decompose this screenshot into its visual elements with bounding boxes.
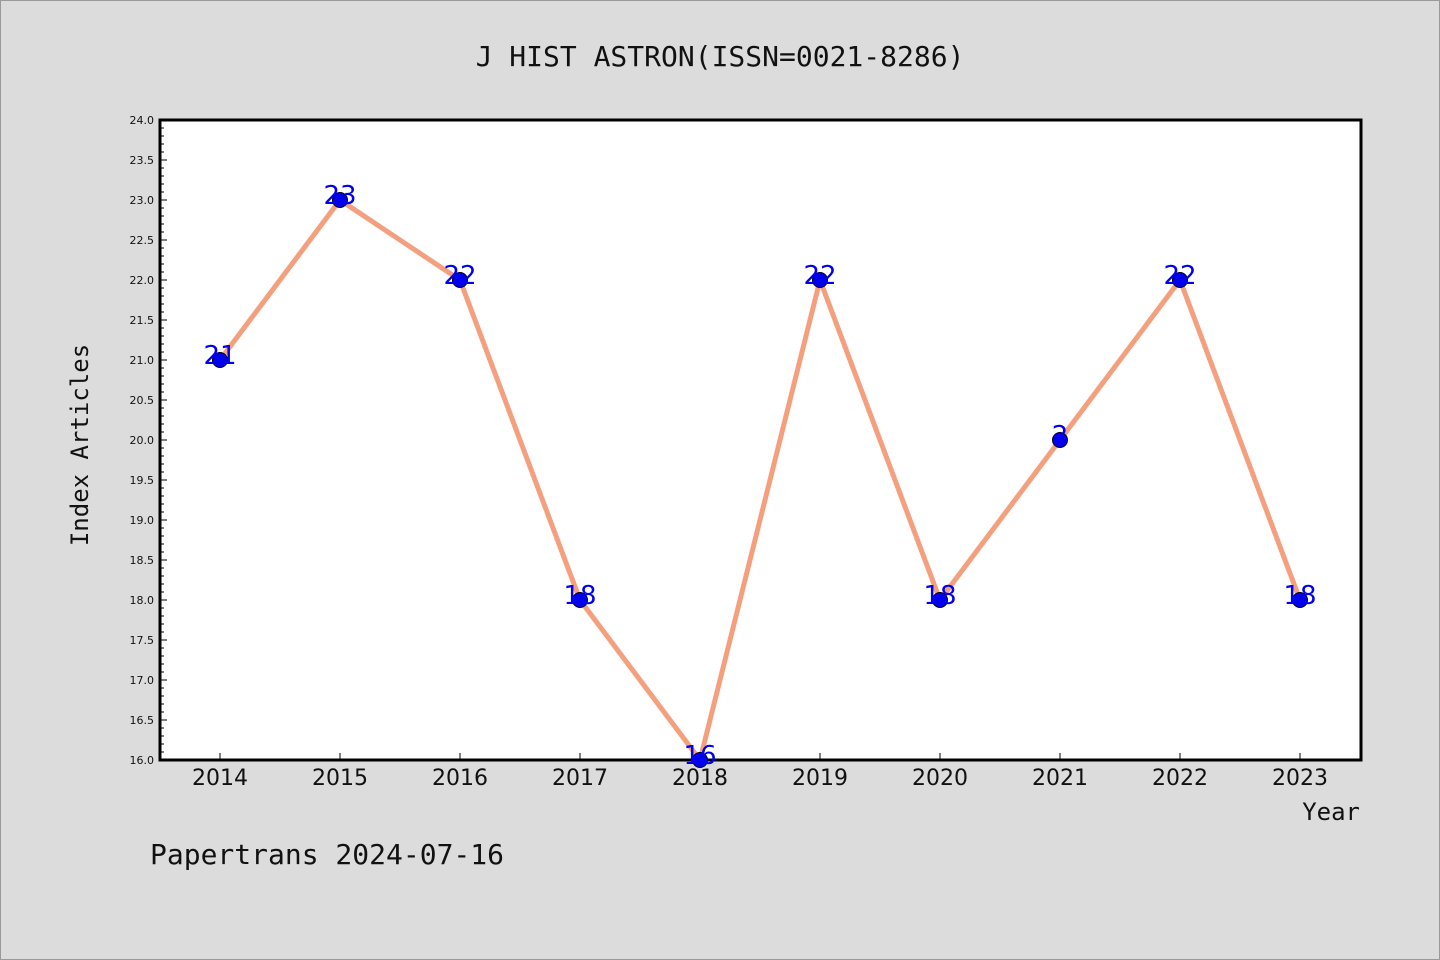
data-point bbox=[1292, 592, 1308, 608]
y-axis: 16.0 16.5 17.0 17.5 18.0 18.5 19.0 19.5 20.0 20.5… bbox=[130, 114, 167, 767]
y-tick-label: 21.5 bbox=[130, 314, 155, 327]
y-tick-label: 18.5 bbox=[130, 554, 155, 567]
data-label: 22 bbox=[443, 261, 476, 291]
y-tick-label: 18.0 bbox=[130, 594, 155, 607]
data-point bbox=[212, 352, 228, 368]
y-tick-label: 20.5 bbox=[130, 394, 155, 407]
series-line bbox=[218, 197, 1303, 763]
x-tick-label: 2018 bbox=[672, 766, 728, 791]
footer-credit: Papertrans 2024-07-16 bbox=[150, 838, 504, 871]
x-axis-label: Year bbox=[1302, 798, 1360, 826]
chart-title: J HIST ASTRON(ISSN=0021-8286) bbox=[476, 40, 965, 73]
y-tick-label: 24.0 bbox=[130, 114, 155, 127]
data-point bbox=[332, 192, 348, 208]
data-point bbox=[812, 272, 828, 288]
data-label: 18 bbox=[1283, 581, 1316, 611]
data-point bbox=[692, 752, 708, 768]
data-point bbox=[572, 592, 588, 608]
y-tick-label: 17.5 bbox=[130, 634, 155, 647]
y-tick-label: 17.0 bbox=[130, 674, 155, 687]
x-tick-label: 2023 bbox=[1272, 766, 1328, 791]
y-tick-label: 23.0 bbox=[130, 194, 155, 207]
y-tick-label: 20.0 bbox=[130, 434, 155, 447]
data-label: 22 bbox=[803, 261, 836, 291]
x-axis: 2014 2015 2016 2017 2018 2019 2020 2021 2022 2023 bbox=[192, 753, 1328, 791]
x-tick-label: 2019 bbox=[792, 766, 848, 791]
data-label: 18 bbox=[563, 581, 596, 611]
data-point bbox=[1172, 272, 1188, 288]
x-tick-label: 2020 bbox=[912, 766, 968, 791]
y-axis-label: Index Articles bbox=[66, 344, 94, 546]
y-tick-label: 23.5 bbox=[130, 154, 155, 167]
y-tick-label: 16.0 bbox=[130, 754, 155, 767]
data-label: 18 bbox=[923, 581, 956, 611]
markers-group bbox=[212, 192, 1308, 768]
y-tick-label: 21.0 bbox=[130, 354, 155, 367]
data-label: 16 bbox=[683, 741, 716, 771]
x-tick-label: 2022 bbox=[1152, 766, 1208, 791]
data-label: 2 bbox=[1052, 421, 1069, 451]
y-tick-label: 19.5 bbox=[130, 474, 155, 487]
data-point bbox=[452, 272, 468, 288]
y-tick-label: 19.0 bbox=[130, 514, 155, 527]
y-tick-label: 22.5 bbox=[130, 234, 155, 247]
plot-area bbox=[158, 118, 1363, 762]
y-tick-label: 16.5 bbox=[130, 714, 155, 727]
x-tick-label: 2017 bbox=[552, 766, 608, 791]
y-tick-label: 22.0 bbox=[130, 274, 155, 287]
data-label: 23 bbox=[323, 181, 356, 211]
data-label: 21 bbox=[203, 341, 236, 371]
data-label: 22 bbox=[1163, 261, 1196, 291]
x-tick-label: 2014 bbox=[192, 766, 248, 791]
data-point bbox=[1052, 432, 1068, 448]
x-tick-label: 2021 bbox=[1032, 766, 1088, 791]
x-tick-label: 2015 bbox=[312, 766, 368, 791]
series-line-group bbox=[218, 197, 1303, 763]
x-tick-label: 2016 bbox=[432, 766, 488, 791]
data-point bbox=[932, 592, 948, 608]
